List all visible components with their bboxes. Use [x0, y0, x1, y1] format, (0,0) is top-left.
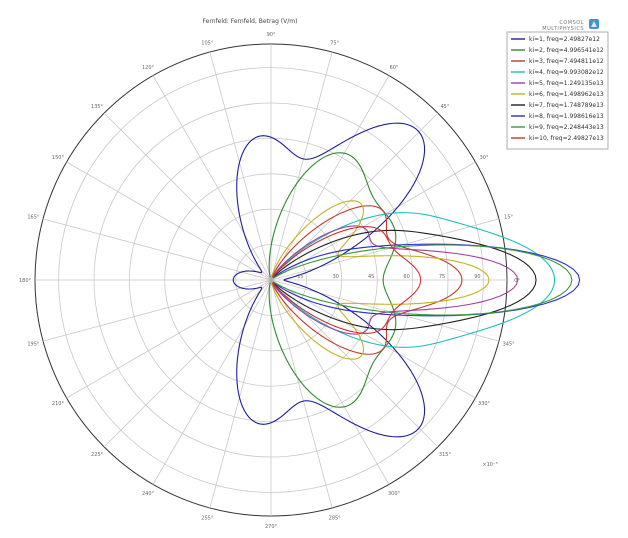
radial-tick-label: 60: [403, 274, 409, 280]
legend-label: ki=9, freq=2.248443e13: [529, 124, 604, 131]
series-line-1: [232, 122, 426, 438]
grid-spoke: [209, 279, 272, 509]
angle-tick-label: 285°: [329, 516, 342, 522]
grid-spoke: [66, 161, 272, 281]
angle-tick-label: 195°: [27, 342, 40, 348]
radial-unit-label: ×10⁻⁵: [482, 462, 497, 468]
grid-spoke: [42, 218, 272, 281]
grid-spoke: [270, 279, 333, 509]
angle-tick-label: 135°: [91, 104, 104, 110]
angle-tick-label: 240°: [142, 491, 155, 497]
angle-tick-label: 90°: [267, 32, 276, 38]
tick-labels: 0° 15° 30° 45° 60° 75° 90° 105° 120° 135° 150° 165°…: [19, 32, 520, 530]
angle-tick-label: 180°: [19, 278, 32, 284]
angle-tick-label: 270°: [265, 524, 278, 530]
series-layer: [232, 122, 581, 438]
angle-tick-label: 150°: [52, 155, 65, 161]
radial-tick-label: 90: [474, 274, 480, 280]
grid-spoke: [152, 75, 272, 281]
logo-line2: MULTIPHYSICS: [542, 26, 584, 32]
radial-tick-label: 45: [368, 274, 374, 280]
legend-label: ki=5, freq=1.249135e13: [529, 80, 604, 87]
angle-tick-label: 255°: [201, 516, 214, 522]
angle-tick-label: 300°: [388, 491, 401, 497]
angle-tick-label: 60°: [390, 65, 399, 71]
grid-spoke: [209, 51, 272, 281]
legend: ki=1, freq=2.49827e12 ki=2, freq=4.996541…: [506, 31, 609, 150]
angle-tick-label: 30°: [480, 155, 489, 161]
angle-tick-label: 45°: [441, 104, 450, 110]
grid-spoke: [42, 279, 272, 342]
angle-tick-label: 120°: [142, 65, 155, 71]
angle-tick-label: 315°: [439, 452, 452, 458]
angle-tick-label: 210°: [52, 401, 65, 407]
grid-spoke: [66, 279, 272, 399]
angle-tick-label: 0°: [514, 278, 520, 284]
angle-tick-label: 225°: [91, 452, 104, 458]
angle-tick-label: 105°: [201, 40, 214, 46]
angle-tick-label: 330°: [478, 401, 491, 407]
grid-spoke: [270, 279, 500, 342]
legend-label: ki=8, freq=1.998616e13: [529, 113, 604, 120]
comsol-logo: COMSOL MULTIPHYSICS: [542, 19, 599, 32]
angle-tick-label: 165°: [27, 214, 40, 220]
grid-spoke: [270, 51, 333, 281]
legend-label: ki=3, freq=7.494811e12: [529, 58, 604, 65]
legend-label: ki=2, freq=4.996541e12: [529, 47, 604, 54]
logo-line1: COMSOL: [559, 20, 584, 26]
legend-label: ki=1, freq=2.49827e12: [529, 36, 600, 43]
chart-title: Fernfeld: Fernfeld, Betrag (V/m): [203, 18, 298, 25]
legend-label: ki=6, freq=1.498962e13: [529, 91, 604, 98]
angle-tick-label: 75°: [330, 40, 339, 46]
legend-box: [506, 31, 609, 150]
legend-label: ki=4, freq=9.993082e12: [529, 69, 604, 76]
center-marker: [268, 277, 274, 283]
grid-spoke: [270, 218, 500, 281]
logo-cube-icon: [589, 19, 599, 29]
radial-tick-label: 15: [297, 274, 303, 280]
grid-spoke: [270, 279, 390, 485]
grid-spoke: [152, 279, 272, 485]
legend-label: ki=10, freq=2.49827e13: [529, 135, 604, 142]
grid-spoke: [103, 112, 272, 281]
angle-tick-label: 15°: [504, 214, 513, 220]
grid-spoke: [103, 279, 272, 448]
legend-label: ki=7, freq=1.748789e13: [529, 102, 604, 109]
angle-tick-label: 345°: [503, 342, 516, 348]
grid-spoke: [270, 75, 390, 281]
radial-tick-label: 75: [439, 274, 445, 280]
radial-tick-label: 30: [333, 274, 339, 280]
